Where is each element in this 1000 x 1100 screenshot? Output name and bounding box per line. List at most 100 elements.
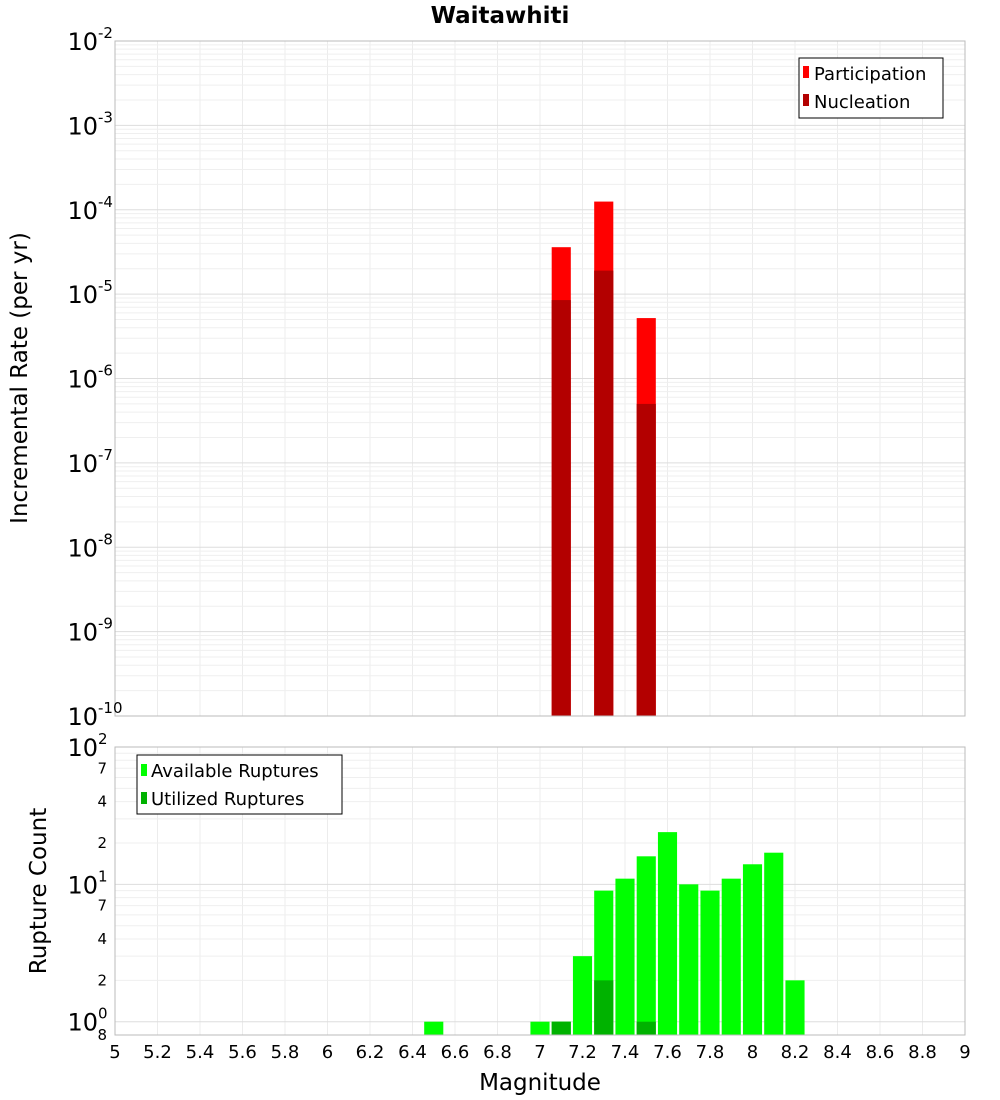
nucleation-bar-7.3 <box>594 270 614 716</box>
top-y-tick-base: 10 <box>67 281 98 309</box>
x-tick: 5.2 <box>143 1042 172 1063</box>
top-y-tick-exp: -7 <box>98 446 113 464</box>
top-gridlines <box>114 41 966 717</box>
nucleation-bar-7.5 <box>636 403 656 716</box>
top-y-tick-exp: -8 <box>98 530 113 548</box>
top-plot-frame <box>114 40 966 717</box>
top-legend: Participation Nucleation <box>798 57 944 119</box>
x-tick: 5.8 <box>271 1042 300 1063</box>
top-y-tick-exp: -10 <box>98 699 123 717</box>
legend-swatch-available <box>141 764 147 776</box>
legend-swatch-participation <box>803 66 809 78</box>
top-y-tick-base: 10 <box>67 534 98 562</box>
bottom-y-tick-base: 10 <box>67 734 98 762</box>
bottom-y-minor-tick: 2 <box>97 834 107 852</box>
bottom-y-tick-exp: 2 <box>98 730 108 748</box>
bottom-legend-box <box>136 754 343 815</box>
top-y-tick: 10 -8 <box>67 530 113 562</box>
legend-swatch-utilized <box>141 792 147 804</box>
available-bar-7.4 <box>615 878 635 1035</box>
top-y-tick-labels: 10-210-310-410-510-610-710-810-910-10 <box>67 24 122 731</box>
legend-label-participation: Participation <box>814 64 926 85</box>
available-bar-7.6 <box>657 832 678 1035</box>
x-tick: 6.6 <box>441 1042 470 1063</box>
top-y-tick-base: 10 <box>67 366 98 394</box>
legend-label-available: Available Ruptures <box>151 761 319 782</box>
x-tick: 7.6 <box>653 1042 682 1063</box>
top-y-tick-base: 10 <box>67 28 98 56</box>
top-y-tick: 10 -2 <box>67 24 113 56</box>
top-bars <box>551 201 656 716</box>
top-y-tick-base: 10 <box>67 619 98 647</box>
bottom-y-tick-exp: 0 <box>98 1005 108 1023</box>
bottom-y-axis-label: Rupture Count <box>26 808 52 974</box>
bottom-plot-frame <box>114 746 966 1036</box>
nucleation-bar-7.1 <box>551 300 571 716</box>
available-bar-8 <box>742 864 763 1035</box>
x-tick: 6.4 <box>398 1042 427 1063</box>
bottom-y-minor-tick: 4 <box>97 930 107 948</box>
incremental-rate-plot: 10-210-310-410-510-610-710-810-910-10 In… <box>7 24 966 731</box>
top-y-tick: 10 -10 <box>67 699 122 731</box>
bottom-bars <box>424 832 805 1035</box>
utilized-bar-7.3 <box>594 980 614 1035</box>
available-bar-7.9 <box>721 878 741 1035</box>
x-tick: 7 <box>534 1042 545 1063</box>
legend-label-utilized: Utilized Ruptures <box>151 789 304 810</box>
top-y-tick: 10 -9 <box>67 615 113 647</box>
top-y-tick: 10 -6 <box>67 362 113 394</box>
x-tick: 9 <box>959 1042 970 1063</box>
x-tick: 8.2 <box>781 1042 810 1063</box>
top-y-tick-base: 10 <box>67 197 98 225</box>
available-bar-8.1 <box>764 852 784 1035</box>
utilized-bar-7.1 <box>551 1021 571 1035</box>
utilized-bar-7.5 <box>636 1021 656 1035</box>
available-bar-7.7 <box>679 884 699 1035</box>
top-y-tick-exp: -9 <box>98 615 113 633</box>
bottom-y-major-tick: 10 0 <box>67 1005 107 1037</box>
legend-swatch-nucleation <box>803 94 809 106</box>
bottom-legend: Available Ruptures Utilized Ruptures <box>136 754 343 815</box>
x-tick: 8.8 <box>908 1042 937 1063</box>
bottom-y-tick-exp: 1 <box>98 867 108 885</box>
available-bar-7.8 <box>700 890 720 1035</box>
x-tick: 5 <box>109 1042 120 1063</box>
top-y-tick-exp: -5 <box>98 277 113 295</box>
x-tick: 5.6 <box>228 1042 257 1063</box>
legend-label-nucleation: Nucleation <box>814 92 910 113</box>
available-bar-7.5 <box>636 856 656 1035</box>
x-tick: 5.4 <box>186 1042 215 1063</box>
top-y-tick: 10 -5 <box>67 277 113 309</box>
x-tick: 7.8 <box>696 1042 725 1063</box>
x-tick: 7.2 <box>568 1042 597 1063</box>
bottom-y-tick-base: 10 <box>67 1009 98 1037</box>
top-y-tick: 10 -7 <box>67 446 113 478</box>
top-y-tick-base: 10 <box>67 703 98 731</box>
top-y-tick: 10 -4 <box>67 193 113 225</box>
x-tick: 8.6 <box>866 1042 895 1063</box>
x-tick: 6.2 <box>356 1042 385 1063</box>
bottom-y-minor-tick: 7 <box>97 759 107 777</box>
x-tick: 8.4 <box>823 1042 852 1063</box>
top-y-tick-base: 10 <box>67 112 98 140</box>
x-tick: 6 <box>322 1042 333 1063</box>
chart-title: Waitawhiti <box>431 3 570 29</box>
available-bar-6.5 <box>424 1021 444 1035</box>
top-y-tick-exp: -3 <box>98 108 113 126</box>
bottom-y-minor-tick: 4 <box>97 793 107 811</box>
bottom-y-major-tick: 10 2 <box>67 730 107 762</box>
x-axis-label: Magnitude <box>479 1070 601 1096</box>
top-y-tick-exp: -4 <box>98 193 113 211</box>
available-bar-8.2 <box>785 980 805 1035</box>
x-tick: 7.4 <box>611 1042 640 1063</box>
top-y-axis-label: Incremental Rate (per yr) <box>7 232 33 524</box>
x-tick: 8 <box>747 1042 758 1063</box>
top-y-tick-base: 10 <box>67 450 98 478</box>
bottom-y-minor-tick: 7 <box>97 897 107 915</box>
bottom-y-minor-tick: 8 <box>97 1026 107 1044</box>
top-y-tick-exp: -2 <box>98 24 113 42</box>
bottom-y-minor-tick: 2 <box>97 971 107 989</box>
